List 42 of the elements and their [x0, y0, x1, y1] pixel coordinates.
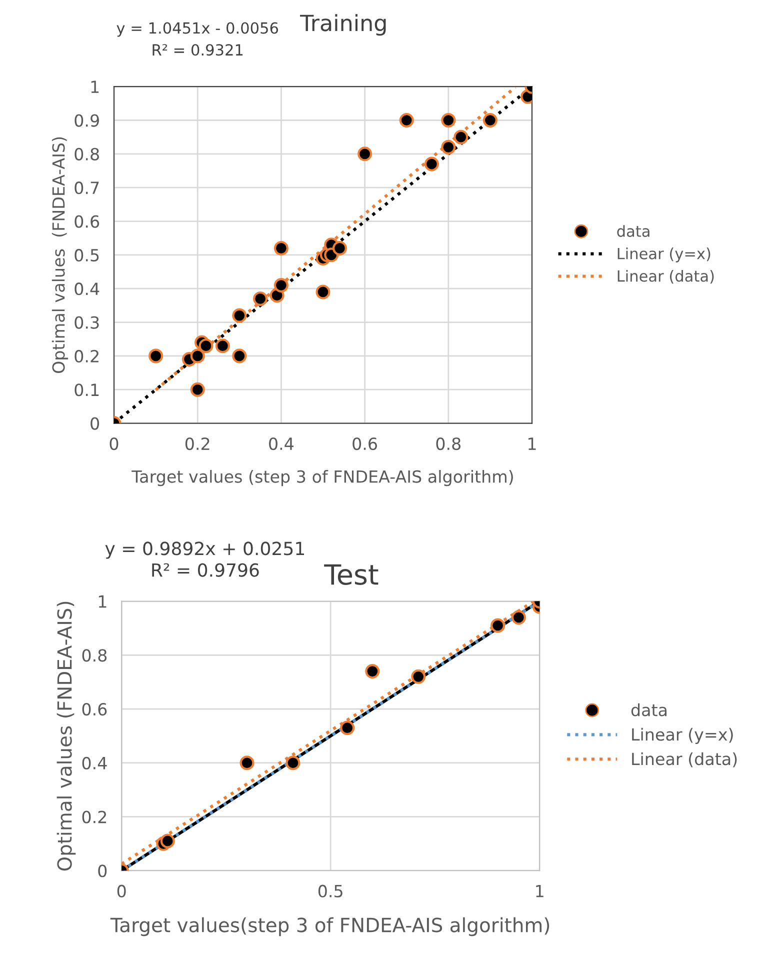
y-tick-label: 0.5 — [74, 248, 99, 262]
x-tick-label: 1 — [536, 885, 544, 898]
x-tick-label: 0 — [110, 437, 118, 450]
y-tick-label: 0.1 — [74, 384, 99, 396]
y-tick-label: 0.2 — [82, 810, 106, 824]
y-tick-label: 0.6 — [74, 215, 100, 228]
y-tick-label: 0.9 — [74, 114, 99, 127]
y-tick-label: 1 — [91, 80, 99, 93]
text: R² = 0.9796 — [152, 563, 259, 577]
x-tick-label: 0.5 — [318, 884, 342, 898]
legend-label: Linear (y=x) — [618, 248, 710, 262]
chart-title: Test — [324, 564, 378, 585]
y-tick-label: 1 — [98, 595, 106, 608]
y-tick-label: 0.7 — [74, 182, 99, 194]
legend-label: Linear (y=x) — [632, 728, 733, 744]
y-tick-label: 0.3 — [74, 316, 99, 329]
y-tick-label: 0.4 — [82, 756, 107, 770]
x-tick-label: 0 — [117, 884, 126, 898]
y-tick-label: 0.8 — [74, 148, 99, 160]
y-tick-label: 0.4 — [74, 282, 100, 296]
legend-label: data — [631, 703, 666, 716]
x-tick-label: 0.8 — [436, 437, 461, 450]
legend-label: Linear (data) — [618, 270, 714, 284]
x-axis-title: Target values(step 3 of FNDEA-AIS algorithm) — [110, 917, 550, 936]
x-axis-title: Target values (step 3 of FNDEA-AIS algorithm) — [132, 470, 513, 486]
text: y = 1.0451x - 0.0056 — [116, 22, 278, 37]
text: y = 0.9892x + 0.0251 — [105, 542, 304, 559]
text: R² = 0.9321 — [152, 44, 243, 56]
x-tick-label: 0.4 — [269, 437, 294, 450]
x-tick-label: 1 — [528, 438, 536, 450]
chart-title: Training — [300, 14, 386, 36]
x-tick-label: 0.6 — [352, 437, 378, 450]
y-axis-title: Optimal values (FNDEA-AIS) — [56, 602, 76, 871]
x-tick-label: 0.2 — [185, 437, 210, 450]
y-tick-label: 0.8 — [82, 649, 107, 662]
y-axis-title: Optimal values (FNDEA-AIS) — [52, 137, 68, 374]
y-tick-label: 0 — [90, 417, 100, 430]
y-tick-label: 0.2 — [74, 350, 98, 363]
legend-label: data — [617, 225, 650, 237]
y-tick-label: 0 — [98, 864, 107, 878]
legend-label: Linear (data) — [632, 752, 737, 768]
y-tick-label: 0.6 — [82, 702, 107, 716]
